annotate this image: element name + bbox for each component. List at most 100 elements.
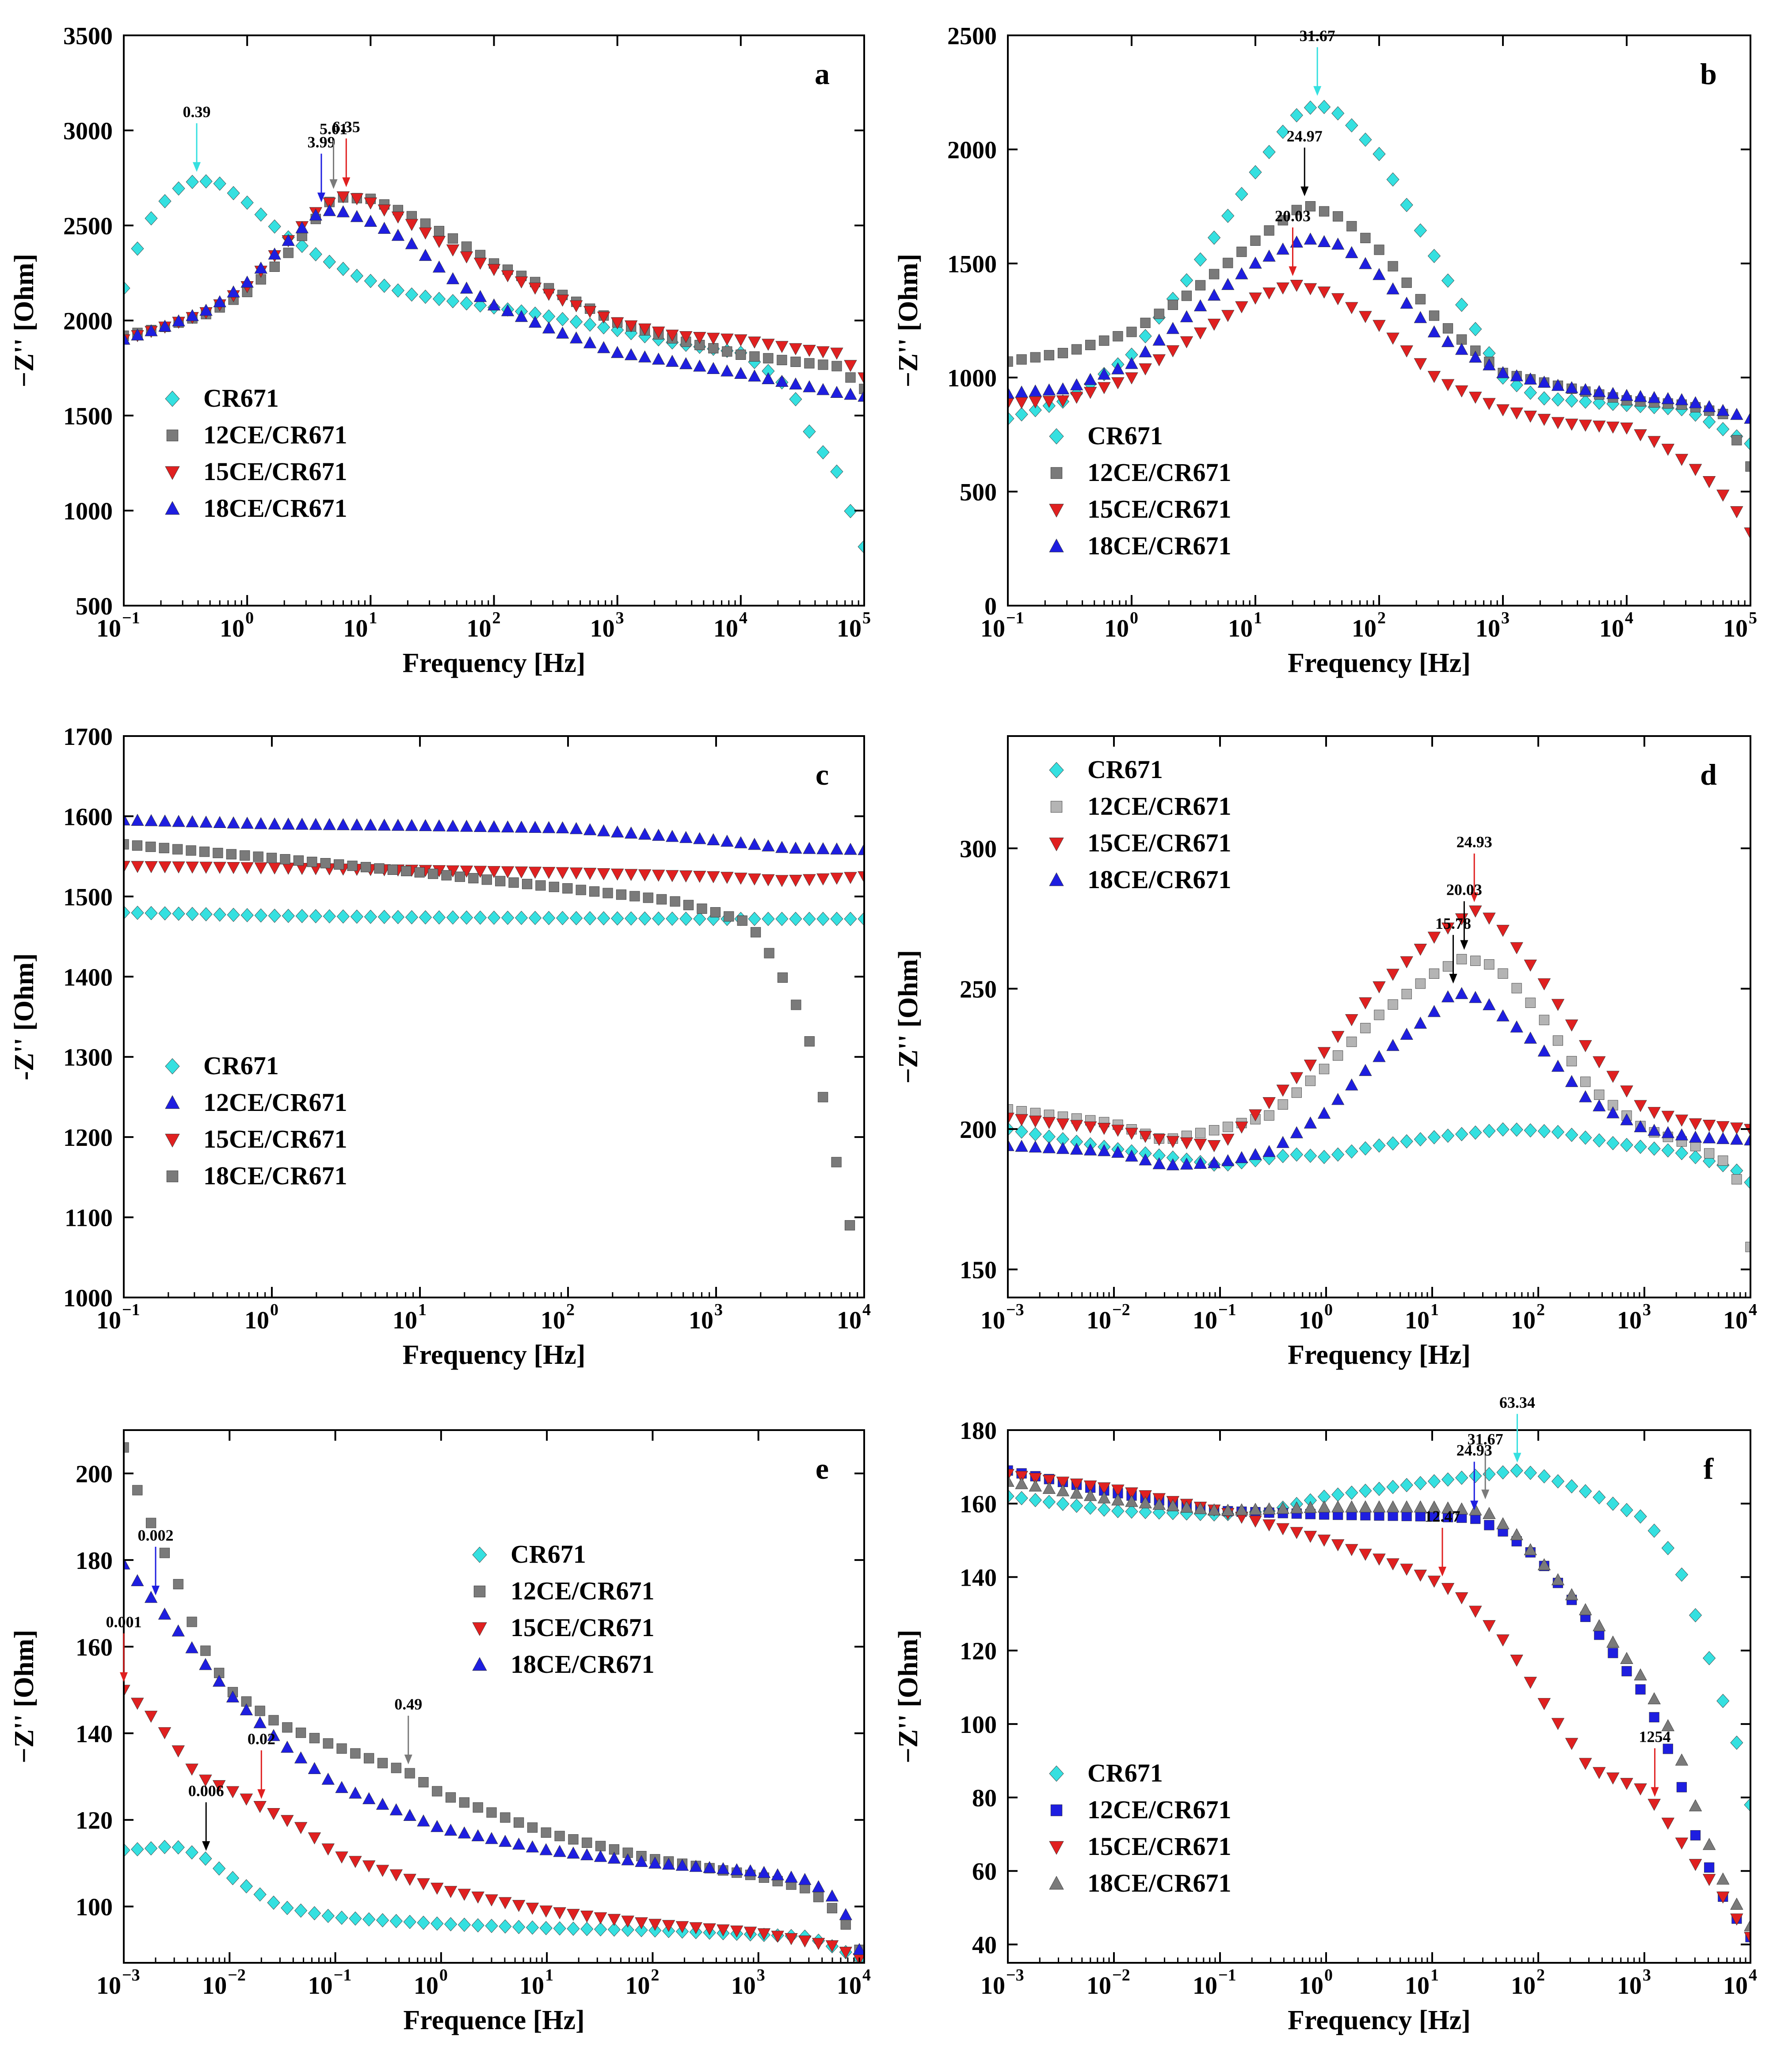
data-point (816, 383, 830, 395)
data-point (499, 1919, 512, 1934)
annotation-value: 1254 (1639, 1728, 1671, 1746)
data-point (775, 374, 789, 387)
data-point (675, 1858, 689, 1871)
data-point (473, 820, 487, 832)
data-point (602, 888, 613, 898)
data-point (693, 912, 706, 926)
x-tick-exponent: −3 (122, 1966, 140, 1984)
x-tick-exponent: 4 (862, 1301, 871, 1319)
data-point (556, 294, 569, 307)
data-point (553, 1921, 566, 1936)
x-tick-label: 10 (625, 1972, 650, 1999)
data-point (473, 290, 487, 302)
data-point (1401, 277, 1412, 288)
data-point (1015, 1477, 1028, 1489)
y-tick-label: 2500 (63, 213, 113, 240)
data-point (473, 258, 487, 270)
y-tick-label: 500 (76, 593, 113, 620)
data-point (1689, 1799, 1702, 1812)
legend-label: 15CE/CR671 (203, 1125, 347, 1153)
x-tick-label: 10 (414, 1972, 438, 1999)
x-tick-label: 10 (393, 1307, 417, 1334)
data-point (350, 210, 363, 222)
annotation-arrowhead (1651, 1787, 1659, 1797)
data-point (362, 1860, 376, 1873)
data-point (611, 911, 624, 926)
data-point (721, 872, 734, 884)
annotation-value: 0.001 (106, 1613, 142, 1631)
data-point (1070, 378, 1083, 390)
x-tick-exponent: −1 (1218, 1301, 1236, 1319)
data-point (1056, 1496, 1069, 1511)
x-tick-exponent: 1 (418, 1301, 427, 1319)
data-point (377, 221, 391, 234)
annotation-arrowhead (1313, 86, 1322, 96)
data-point (1262, 287, 1276, 300)
data-point (444, 1886, 458, 1898)
data-point (1152, 354, 1166, 366)
data-point (1427, 931, 1441, 944)
data-point (1730, 506, 1743, 519)
data-point (830, 464, 843, 479)
panel-label: a (815, 57, 830, 91)
data-point (1565, 1738, 1579, 1750)
data-point (323, 818, 336, 830)
data-point (1689, 1859, 1702, 1871)
data-point (1098, 1491, 1111, 1503)
legend-label: 12CE/CR671 (511, 1576, 654, 1605)
data-point (858, 389, 864, 402)
x-tick-exponent: 1 (1430, 1301, 1439, 1319)
data-point (1277, 1099, 1288, 1110)
data-point (625, 911, 638, 926)
data-point (1510, 378, 1523, 393)
data-point (1565, 1479, 1579, 1494)
plot-area-f (1008, 1463, 1750, 1944)
data-point (542, 321, 556, 334)
annotation-value: 63.34 (1499, 1393, 1535, 1411)
data-point (268, 817, 281, 830)
data-point (131, 241, 144, 256)
x-tick-exponent: 2 (1377, 609, 1386, 627)
y-tick-label: 180 (960, 1417, 997, 1445)
data-point (1702, 1838, 1716, 1850)
data-point (1317, 1534, 1331, 1547)
x-tick-exponent: 2 (651, 1966, 659, 1984)
data-point (487, 264, 501, 276)
data-point (775, 841, 789, 853)
data-point (417, 1814, 430, 1827)
data-point (240, 817, 254, 829)
data-point (350, 1748, 361, 1759)
data-point (1579, 420, 1592, 432)
data-point (131, 905, 144, 920)
data-point (459, 1797, 469, 1808)
x-tick-label: 10 (1087, 1307, 1111, 1334)
data-point (789, 377, 802, 390)
data-point (1620, 1778, 1633, 1790)
data-point (830, 873, 843, 885)
data-point (1194, 252, 1207, 267)
data-point (1249, 1148, 1262, 1160)
data-point (693, 359, 706, 372)
data-point (666, 870, 679, 882)
data-point (1083, 1121, 1097, 1133)
data-point (441, 870, 452, 881)
y-tick-label: 1200 (63, 1124, 113, 1152)
data-point (1195, 280, 1206, 290)
data-point (1304, 100, 1317, 115)
data-point (1386, 172, 1399, 187)
data-point (1345, 246, 1358, 258)
data-point (1606, 1496, 1620, 1511)
data-point (777, 355, 787, 366)
data-point (1304, 1501, 1317, 1513)
data-point (1662, 1744, 1673, 1754)
data-point (158, 1607, 172, 1620)
data-point (526, 1840, 539, 1853)
data-point (501, 911, 515, 925)
x-tick-label: 10 (244, 1307, 269, 1334)
data-point (1400, 198, 1413, 212)
data-point (254, 817, 267, 829)
data-point (803, 912, 816, 926)
data-point (159, 843, 169, 853)
data-point (1373, 1500, 1386, 1513)
data-point (666, 912, 679, 926)
